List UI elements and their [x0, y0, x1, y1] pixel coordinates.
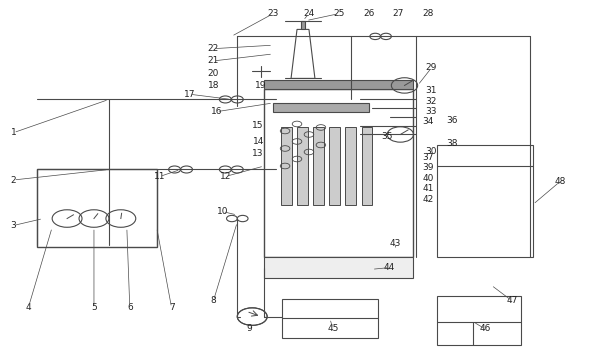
Bar [281, 127, 292, 204]
Circle shape [232, 96, 243, 103]
Circle shape [227, 215, 237, 222]
Text: 42: 42 [423, 195, 434, 204]
Text: 6: 6 [127, 303, 133, 312]
Text: 22: 22 [208, 44, 219, 53]
Text: 32: 32 [426, 97, 437, 106]
Bar [301, 21, 305, 29]
Text: 8: 8 [211, 296, 216, 305]
Bar [37, 169, 157, 246]
Circle shape [370, 33, 380, 40]
Circle shape [232, 166, 243, 173]
Text: 47: 47 [506, 296, 518, 305]
Text: 16: 16 [211, 107, 222, 116]
Bar [437, 295, 521, 345]
Bar [362, 127, 372, 204]
Bar [329, 127, 340, 204]
Polygon shape [291, 29, 315, 78]
Text: 46: 46 [479, 324, 491, 333]
Bar [282, 299, 377, 337]
Text: 14: 14 [253, 137, 264, 146]
Text: 25: 25 [333, 9, 344, 18]
Bar [313, 127, 324, 204]
Text: 12: 12 [220, 172, 231, 181]
Text: 10: 10 [217, 207, 228, 216]
Bar [264, 89, 413, 257]
Bar [264, 80, 413, 89]
Text: 11: 11 [154, 172, 166, 181]
Text: 36: 36 [446, 116, 458, 125]
Text: 41: 41 [423, 184, 434, 193]
Text: 35: 35 [381, 132, 392, 141]
Circle shape [220, 96, 232, 103]
Text: 31: 31 [425, 86, 437, 95]
Text: 38: 38 [446, 139, 458, 148]
Text: 27: 27 [393, 9, 404, 18]
Text: 20: 20 [208, 69, 219, 78]
Text: 18: 18 [208, 81, 219, 90]
Text: 30: 30 [425, 148, 437, 156]
Text: 15: 15 [253, 121, 264, 130]
Text: 23: 23 [268, 9, 279, 18]
Text: 45: 45 [327, 324, 338, 333]
Text: 24: 24 [304, 9, 314, 18]
Text: 21: 21 [208, 56, 219, 65]
Text: 44: 44 [384, 263, 395, 272]
Text: 2: 2 [11, 175, 16, 185]
Text: 34: 34 [423, 117, 434, 126]
Text: 43: 43 [390, 239, 401, 247]
Circle shape [220, 166, 232, 173]
Text: 13: 13 [253, 149, 264, 158]
Text: 40: 40 [423, 174, 434, 183]
Text: 7: 7 [169, 303, 175, 312]
Text: 19: 19 [256, 81, 267, 90]
Text: 1: 1 [10, 128, 16, 137]
Bar [297, 127, 308, 204]
Text: 3: 3 [10, 221, 16, 230]
Text: 33: 33 [425, 107, 437, 116]
Text: 29: 29 [426, 64, 437, 72]
Text: 28: 28 [423, 9, 434, 18]
Text: 9: 9 [247, 324, 252, 333]
Bar [437, 145, 533, 257]
Text: 5: 5 [91, 303, 97, 312]
Circle shape [237, 215, 248, 222]
Bar [273, 103, 368, 112]
Text: 39: 39 [422, 163, 434, 172]
Text: 37: 37 [422, 153, 434, 162]
Circle shape [169, 166, 181, 173]
Bar [264, 257, 413, 278]
Circle shape [380, 33, 391, 40]
Text: 48: 48 [554, 177, 565, 186]
Circle shape [181, 166, 193, 173]
Text: 26: 26 [363, 9, 374, 18]
Text: 4: 4 [25, 303, 31, 312]
Text: 17: 17 [184, 90, 195, 99]
Bar [346, 127, 356, 204]
